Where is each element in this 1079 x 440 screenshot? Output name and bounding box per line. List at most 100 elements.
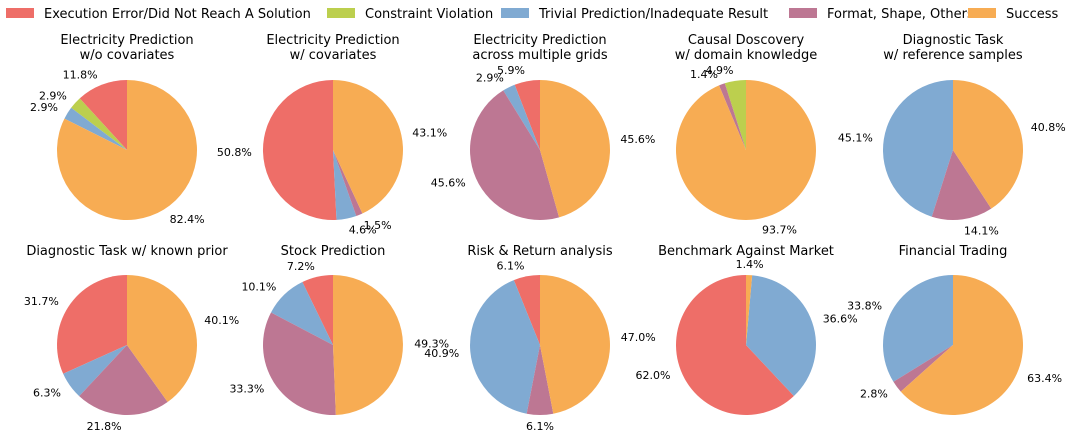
pie-slice-trivial: [883, 275, 953, 382]
pie-slice-format: [893, 345, 953, 392]
pie-slice-success: [333, 275, 403, 415]
pie-slice-success: [900, 275, 1023, 415]
pie-slice-format: [719, 83, 746, 150]
pie-label-format: 2.8%: [860, 388, 888, 401]
pie-label-format: 14.1%: [964, 225, 999, 238]
legend-label-format: Format, Shape, Others: [827, 7, 974, 22]
pie-label-trivial: 33.8%: [847, 299, 882, 312]
pie-title: Electricity Prediction: [60, 33, 193, 48]
pie-slice-success: [333, 80, 403, 214]
pie-label-trivial: 4.6%: [349, 224, 377, 237]
pie-chart-9: Benchmark Against Market 62.0% 36.6% 1.4%: [636, 244, 858, 415]
pie-label-error: 5.9%: [497, 64, 525, 77]
pie-title: Risk & Return analysis: [467, 244, 612, 259]
pie-title: across multiple grids: [472, 48, 607, 63]
pie-label-format: 21.8%: [87, 420, 122, 433]
pie-title: Diagnostic Task: [903, 33, 1004, 48]
pie-slice-success: [127, 275, 197, 402]
pie-label-success: 82.4%: [170, 213, 205, 226]
pie-slice-error: [302, 275, 333, 345]
pie-title: Benchmark Against Market: [658, 244, 834, 259]
pie-slice-success: [953, 79, 1024, 209]
pie-title: Financial Trading: [899, 244, 1008, 259]
legend-swatch-error: [6, 8, 34, 18]
pie-chart-10: Financial Trading 33.8% 2.8% 63.4%: [847, 244, 1062, 415]
pie-label-success: 49.3%: [414, 337, 449, 350]
pie-title: w/ covariates: [290, 48, 377, 63]
pie-slice-format: [526, 345, 554, 415]
pie-slice-trivial: [63, 345, 127, 397]
pie-title: Stock Prediction: [281, 244, 386, 259]
pie-label-error: 62.0%: [636, 369, 671, 382]
pie-slice-error: [513, 275, 540, 345]
pie-label-trivial: 2.9%: [476, 71, 504, 84]
pie-title: w/o covariates: [80, 48, 175, 63]
pie-slice-trivial: [271, 282, 333, 345]
pie-chart-6: Diagnostic Task w/ known prior 31.7% 6.3% 2…: [24, 244, 239, 433]
pie-title: w/ domain knowledge: [675, 48, 817, 63]
legend-swatch-success: [968, 8, 996, 18]
pie-label-success: 93.7%: [762, 224, 797, 237]
pie-slice-error: [262, 79, 337, 220]
legend-label-trivial: Trivial Prediction/Inadequate Result: [538, 7, 768, 22]
pie-slice-format: [931, 150, 992, 221]
pie-title: Causal Doscovery: [688, 33, 805, 48]
pie-slice-format: [79, 345, 168, 415]
pie-title: Electricity Prediction: [473, 33, 606, 48]
pie-label-success: 63.4%: [1027, 372, 1062, 385]
pie-slice-trivial: [882, 80, 953, 217]
pie-slice-error: [57, 275, 128, 374]
pie-label-format: 33.3%: [229, 382, 264, 395]
pie-slice-success: [675, 80, 816, 220]
pie-label-format: 1.5%: [364, 219, 392, 232]
pie-label-success: 45.6%: [620, 133, 655, 146]
pie-slice-trivial: [333, 150, 357, 220]
pie-label-error: 50.8%: [217, 146, 252, 159]
pie-slice-success: [56, 80, 197, 220]
pie-label-trivial: 10.1%: [241, 281, 276, 294]
pie-slice-error: [676, 275, 794, 415]
pie-label-success: 1.4%: [736, 258, 764, 271]
legend-label-error: Execution Error/Did Not Reach A Solution: [44, 7, 311, 22]
pie-slice-error: [514, 80, 540, 150]
pie-label-format: 1.4%: [690, 68, 718, 81]
pie-slice-error: [79, 80, 127, 150]
pie-label-error: 11.8%: [63, 68, 98, 81]
legend-label-success: Success: [1006, 7, 1059, 22]
pie-title: Electricity Prediction: [266, 33, 399, 48]
pie-label-success: 43.1%: [412, 127, 447, 140]
pie-slice-success: [540, 80, 610, 218]
pie-label-format: 45.6%: [431, 177, 466, 190]
pie-slice-constraint: [71, 98, 127, 150]
pie-title: Diagnostic Task w/ known prior: [26, 244, 228, 259]
pie-slice-constraint: [724, 80, 746, 150]
pie-label-constraint: 2.9%: [39, 89, 67, 102]
pie-label-error: 6.1%: [497, 259, 525, 272]
pie-label-success: 47.0%: [621, 331, 656, 344]
pie-label-trivial: 36.6%: [823, 313, 858, 326]
pie-slice-trivial: [503, 84, 540, 150]
pie-slice-success: [540, 275, 610, 414]
pie-title: w/ reference samples: [883, 48, 1023, 63]
pie-slice-format: [470, 90, 560, 220]
legend-label-constraint: Constraint Violation: [365, 7, 493, 22]
pie-label-constraint: 4.9%: [706, 64, 734, 77]
pie-label-trivial: 45.1%: [838, 132, 873, 145]
legend: Execution Error/Did Not Reach A Solution…: [6, 7, 1059, 22]
pie-slice-trivial: [470, 280, 540, 414]
pie-slice-format: [333, 150, 363, 217]
pie-slice-format: [263, 312, 336, 415]
pie-label-trivial: 40.9%: [424, 347, 459, 360]
pie-label-format: 6.1%: [526, 420, 554, 433]
pie-slice-trivial: [746, 275, 817, 397]
pie-slice-trivial: [64, 107, 127, 150]
